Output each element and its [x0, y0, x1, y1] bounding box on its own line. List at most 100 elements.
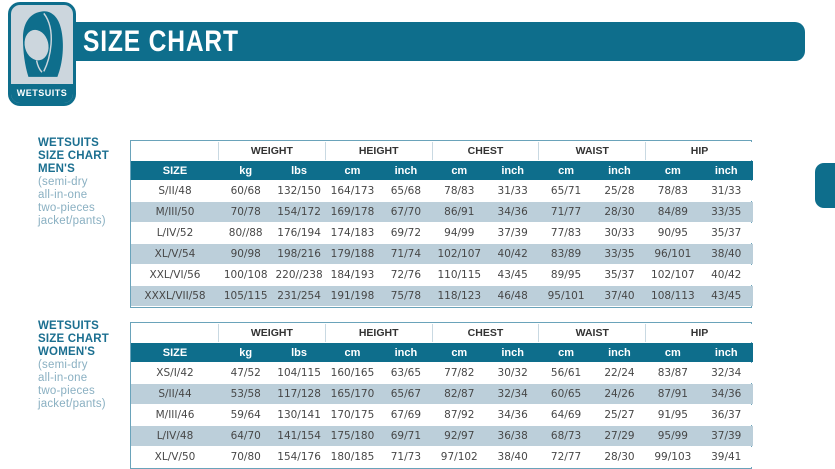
size-cell: L/IV/48: [131, 426, 219, 446]
value-cell: 65/71: [539, 181, 593, 201]
value-cell: 80//88: [219, 223, 273, 243]
unit-header: inch: [592, 343, 647, 362]
value-cell: 35/37: [592, 265, 647, 285]
size-cell: S/II/48: [131, 181, 219, 201]
value-cell: 96/101: [646, 244, 700, 264]
unit-header: inch: [379, 343, 433, 362]
unit-header: cm: [646, 161, 700, 180]
table-row: L/IV/52 80//88 176/194 174/183 69/72 94/99 37/…: [131, 223, 753, 243]
value-cell: 105/115: [219, 286, 273, 306]
right-edge-tab: [815, 163, 835, 208]
size-header: SIZE: [131, 161, 219, 180]
value-cell: 100/108: [219, 265, 273, 285]
badge-label: WETSUITS: [11, 84, 73, 103]
value-cell: 174/183: [325, 223, 380, 243]
size-column-spacer: [131, 324, 219, 342]
value-cell: 110/115: [432, 265, 486, 285]
wetsuits-badge: WETSUITS: [8, 2, 76, 106]
value-cell: 164/173: [325, 181, 380, 201]
value-cell: 91/95: [646, 405, 700, 425]
caption-line-light: (semi-dry: [38, 359, 88, 371]
value-cell: 191/198: [325, 286, 380, 306]
caption-line-light: jacket/pants): [38, 215, 106, 227]
value-cell: 165/170: [325, 384, 380, 404]
caption-line-light: all-in-one: [38, 372, 88, 384]
value-cell: 97/102: [432, 447, 486, 467]
value-cell: 180/185: [325, 447, 380, 467]
value-cell: 22/24: [592, 363, 647, 383]
value-cell: 102/107: [432, 244, 486, 264]
column-group-header: WAIST: [539, 142, 647, 160]
value-cell: 36/37: [699, 405, 753, 425]
value-cell: 71/74: [379, 244, 433, 264]
value-cell: 33/35: [592, 244, 647, 264]
womens-size-table: WEIGHT HEIGHT CHEST WAIST HIP SIZE kg lbs cm inch…: [130, 322, 753, 469]
table-row: M/III/46 59/64 130/141 170/175 67/69 87/92 34/…: [131, 405, 753, 425]
value-cell: 175/180: [325, 426, 380, 446]
value-cell: 86/91: [432, 202, 486, 222]
size-cell: S/II/44: [131, 384, 219, 404]
value-cell: 132/150: [272, 181, 326, 201]
size-cell: M/III/46: [131, 405, 219, 425]
value-cell: 179/188: [325, 244, 380, 264]
value-cell: 92/97: [432, 426, 486, 446]
value-cell: 43/45: [699, 286, 753, 306]
size-column-spacer: [131, 142, 219, 160]
value-cell: 71/77: [539, 202, 593, 222]
table-row: XS/I/42 47/52 104/115 160/165 63/65 77/82 30/3…: [131, 363, 753, 383]
value-cell: 78/83: [432, 181, 486, 201]
value-cell: 198/216: [272, 244, 326, 264]
unit-header: cm: [646, 343, 700, 362]
value-cell: 184/193: [325, 265, 380, 285]
value-cell: 69/71: [379, 426, 433, 446]
value-cell: 28/30: [592, 202, 647, 222]
column-group-header: HEIGHT: [325, 324, 433, 342]
column-group-header: WEIGHT: [219, 324, 326, 342]
wetsuit-hood-icon: [22, 11, 63, 77]
unit-header: lbs: [272, 161, 326, 180]
unit-header: kg: [219, 343, 273, 362]
column-group-header: WEIGHT: [219, 142, 326, 160]
value-cell: 83/89: [539, 244, 593, 264]
column-group-header: WAIST: [539, 324, 647, 342]
caption-line-bold: SIZE CHART: [38, 150, 109, 162]
value-cell: 60/65: [539, 384, 593, 404]
unit-header: cm: [325, 161, 380, 180]
caption-line-light: (semi-dry: [38, 176, 88, 188]
unit-header: inch: [379, 161, 433, 180]
value-cell: 40/42: [485, 244, 540, 264]
value-cell: 87/91: [646, 384, 700, 404]
unit-header: cm: [325, 343, 380, 362]
value-cell: 34/36: [485, 202, 540, 222]
value-cell: 47/52: [219, 363, 273, 383]
table-row: XL/V/50 70/80 154/176 180/185 71/73 97/102 38/…: [131, 447, 753, 467]
value-cell: 130/141: [272, 405, 326, 425]
value-cell: 78/83: [646, 181, 700, 201]
unit-header: inch: [699, 161, 753, 180]
value-cell: 220//238: [272, 265, 326, 285]
value-cell: 94/99: [432, 223, 486, 243]
mens-table-caption: WETSUITS SIZE CHART MEN'S (semi-dry all-in-o…: [38, 137, 130, 228]
caption-line-light: all-in-one: [38, 189, 88, 201]
value-cell: 90/98: [219, 244, 273, 264]
caption-line-bold: WOMEN'S: [38, 346, 96, 358]
value-cell: 31/33: [485, 181, 540, 201]
value-cell: 231/254: [272, 286, 326, 306]
value-cell: 67/69: [379, 405, 433, 425]
value-cell: 176/194: [272, 223, 326, 243]
unit-header: lbs: [272, 343, 326, 362]
value-cell: 24/26: [592, 384, 647, 404]
value-cell: 82/87: [432, 384, 486, 404]
value-cell: 32/34: [699, 363, 753, 383]
size-cell: XL/V/50: [131, 447, 219, 467]
value-cell: 99/103: [646, 447, 700, 467]
column-group-header: HIP: [646, 142, 753, 160]
value-cell: 56/61: [539, 363, 593, 383]
value-cell: 40/42: [699, 265, 753, 285]
value-cell: 46/48: [485, 286, 540, 306]
size-cell: M/III/50: [131, 202, 219, 222]
value-cell: 63/65: [379, 363, 433, 383]
value-cell: 65/67: [379, 384, 433, 404]
value-cell: 141/154: [272, 426, 326, 446]
value-cell: 34/36: [699, 384, 753, 404]
